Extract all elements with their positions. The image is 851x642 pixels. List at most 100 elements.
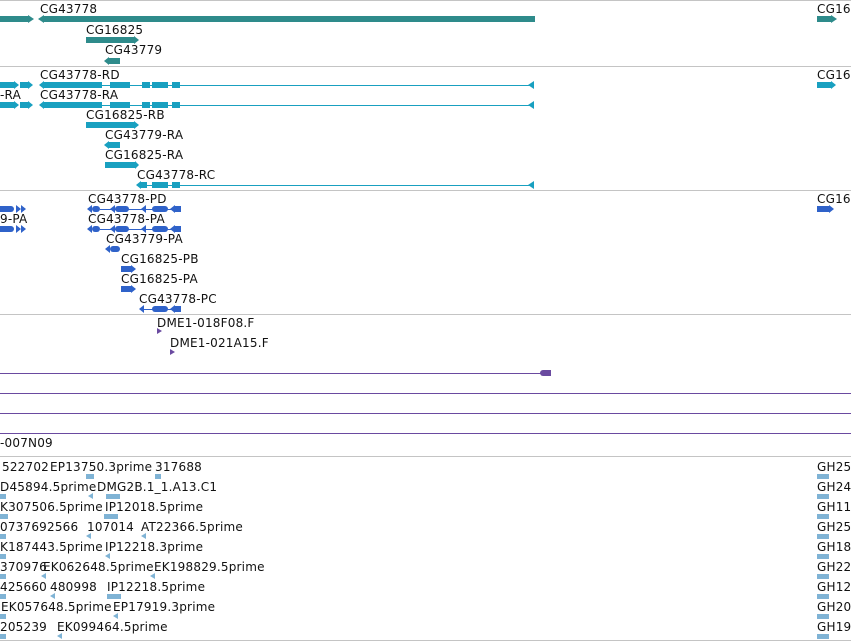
- est-label[interactable]: 522702: [2, 460, 50, 474]
- est-feature[interactable]: [0, 594, 6, 599]
- est-label[interactable]: GH22: [817, 560, 851, 574]
- transcript-exon[interactable]: [109, 142, 120, 148]
- est-label[interactable]: GH18: [817, 540, 851, 554]
- transcript-exon[interactable]: [152, 182, 168, 188]
- gene-feature[interactable]: [44, 16, 535, 22]
- est-label[interactable]: GH19: [817, 620, 851, 634]
- est-label[interactable]: GH11: [817, 500, 851, 514]
- protein-exon[interactable]: [152, 306, 168, 312]
- protein-label[interactable]: 9-PA: [0, 212, 28, 226]
- est-feature[interactable]: [817, 614, 829, 619]
- est-feature[interactable]: [817, 574, 829, 579]
- est-label[interactable]: EP13750.3prime: [50, 460, 153, 474]
- est-feature[interactable]: [155, 474, 161, 479]
- est-label[interactable]: EP17919.3prime: [113, 600, 216, 614]
- protein-label[interactable]: CG43778-PA: [88, 212, 165, 226]
- transcript-label[interactable]: CG16825-RA: [105, 148, 184, 162]
- protein-exon[interactable]: [152, 206, 168, 212]
- gene-feature[interactable]: [109, 58, 120, 64]
- est-feature[interactable]: [0, 534, 6, 539]
- bac-span-line[interactable]: [0, 413, 851, 414]
- est-feature[interactable]: [0, 634, 6, 639]
- est-feature[interactable]: [0, 554, 6, 559]
- transcript-exon[interactable]: [172, 82, 180, 88]
- protein-exon[interactable]: [115, 226, 129, 232]
- transcript-exon[interactable]: [172, 182, 180, 188]
- est-label[interactable]: IP12218.3prime: [105, 540, 204, 554]
- clone-end-marker[interactable]: [157, 328, 162, 334]
- protein-label[interactable]: CG43778-PD: [88, 192, 167, 206]
- est-label[interactable]: DMG2B.1_1.A13.C1: [97, 480, 218, 494]
- protein-exon[interactable]: [92, 206, 100, 212]
- transcript-feature[interactable]: [0, 82, 14, 88]
- protein-feature[interactable]: [0, 206, 14, 212]
- est-label[interactable]: K187443.5prime: [0, 540, 103, 554]
- transcript-label[interactable]: CG16825-RB: [86, 108, 165, 122]
- gene-label[interactable]: CG16: [817, 2, 851, 16]
- transcript-feature[interactable]: [20, 102, 28, 108]
- transcript-exon[interactable]: [86, 122, 134, 128]
- transcript-feature[interactable]: [0, 102, 14, 108]
- transcript-exon[interactable]: [152, 102, 168, 108]
- transcript-exon[interactable]: [110, 82, 130, 88]
- protein-feature[interactable]: [0, 226, 14, 232]
- gene-label[interactable]: CG43779: [105, 43, 163, 57]
- gene-label[interactable]: CG43778: [40, 2, 98, 16]
- est-feature[interactable]: [0, 614, 6, 619]
- est-feature[interactable]: [86, 474, 94, 479]
- transcript-exon[interactable]: [142, 82, 150, 88]
- protein-label[interactable]: CG43778-PC: [139, 292, 217, 306]
- est-label[interactable]: IP12018.5prime: [105, 500, 204, 514]
- transcript-exon[interactable]: [44, 102, 102, 108]
- protein-label[interactable]: CG16825-PA: [121, 272, 198, 286]
- protein-exon[interactable]: [175, 306, 181, 312]
- est-label[interactable]: EK198829.5prime: [154, 560, 265, 574]
- est-feature[interactable]: [817, 634, 829, 639]
- est-label[interactable]: GH20: [817, 600, 851, 614]
- protein-exon[interactable]: [817, 206, 829, 212]
- transcript-label[interactable]: CG43779-RA: [105, 128, 184, 142]
- protein-exon[interactable]: [175, 206, 181, 212]
- transcript-exon[interactable]: [152, 82, 168, 88]
- est-feature[interactable]: [817, 474, 829, 479]
- est-label[interactable]: GH25: [817, 460, 851, 474]
- est-feature[interactable]: [817, 494, 829, 499]
- protein-exon[interactable]: [115, 206, 129, 212]
- gene-feature[interactable]: [86, 37, 134, 43]
- clone-end-marker[interactable]: [540, 370, 551, 376]
- clone-span-line[interactable]: [0, 373, 545, 374]
- protein-exon[interactable]: [92, 226, 100, 232]
- est-label[interactable]: EK057648.5prime: [1, 600, 112, 614]
- protein-exon[interactable]: [121, 266, 131, 272]
- est-feature[interactable]: [0, 574, 6, 579]
- transcript-label[interactable]: -RA: [0, 88, 21, 102]
- est-label[interactable]: 425660: [0, 580, 48, 594]
- est-label[interactable]: D45894.5prime: [0, 480, 97, 494]
- bac-span-line[interactable]: [0, 433, 851, 434]
- gene-feature[interactable]: [0, 16, 28, 22]
- est-feature[interactable]: [106, 494, 120, 499]
- transcript-label[interactable]: CG43778-RA: [40, 88, 119, 102]
- est-label[interactable]: K307506.5prime: [0, 500, 103, 514]
- est-label[interactable]: 480998: [50, 580, 98, 594]
- est-feature[interactable]: [817, 594, 829, 599]
- protein-exon[interactable]: [175, 226, 181, 232]
- bac-label[interactable]: -007N09: [0, 436, 53, 450]
- est-label[interactable]: 205239: [0, 620, 48, 634]
- est-label[interactable]: 0737692566: [0, 520, 79, 534]
- transcript-exon[interactable]: [44, 82, 102, 88]
- transcript-exon[interactable]: [110, 102, 130, 108]
- est-label[interactable]: 107014: [87, 520, 135, 534]
- est-feature[interactable]: [0, 514, 8, 519]
- est-label[interactable]: EK062648.5prime: [43, 560, 154, 574]
- est-feature[interactable]: [104, 514, 118, 519]
- clone-label[interactable]: DME1-021A15.F: [170, 336, 269, 350]
- clone-label[interactable]: DME1-018F08.F: [157, 316, 255, 330]
- bac-span-line[interactable]: [0, 393, 851, 394]
- transcript-label[interactable]: CG43778-RC: [137, 168, 216, 182]
- est-label[interactable]: EK099464.5prime: [57, 620, 168, 634]
- transcript-exon[interactable]: [105, 162, 135, 168]
- gene-label[interactable]: CG16825: [86, 23, 144, 37]
- protein-exon[interactable]: [152, 226, 168, 232]
